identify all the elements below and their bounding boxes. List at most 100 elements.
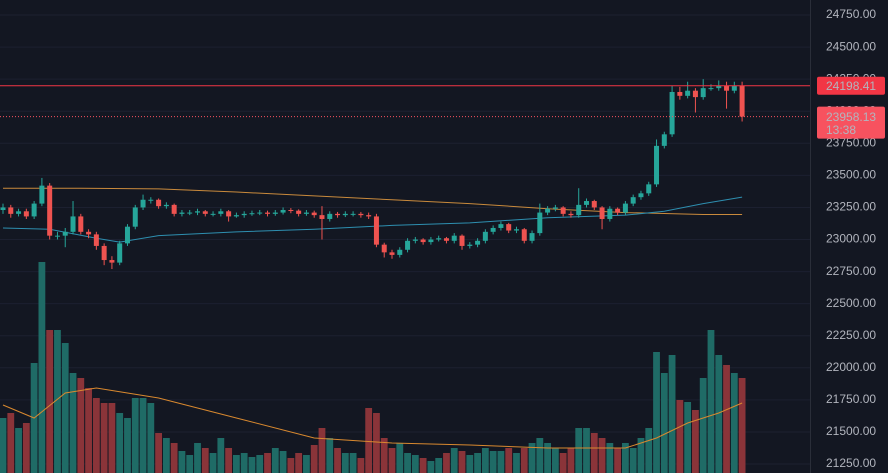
volume-bar [326,438,334,473]
volume-bar [124,418,131,473]
candle-body [303,212,309,214]
candle-body [654,145,660,185]
candle-body [451,235,457,241]
volume-bar [147,403,155,473]
candle-body [420,239,426,243]
volume-bar [108,403,116,473]
volume-bar [489,451,497,473]
volume-bar [279,451,287,473]
candle-body [568,213,574,216]
volume-bar [606,443,614,473]
volume-bar [131,398,139,473]
volume-bar [723,365,730,473]
candle-body [405,240,411,250]
volume-bar [85,388,92,473]
candle-body [443,238,449,241]
candle-body [86,231,92,235]
candle-body [195,211,200,213]
volume-bar [357,458,365,473]
volume-bar [194,443,201,473]
volume-bar [54,330,61,473]
candle-body [739,85,745,117]
y-tick-label: 21750.00 [826,392,876,406]
candle-body [708,88,714,90]
volume-bar [248,457,256,473]
candle-body [31,203,37,217]
volume-bar [116,413,124,473]
candle-body [226,211,232,217]
volume-bar [466,455,474,473]
candle-body [156,199,162,207]
candle-body [724,85,730,91]
volume-bar [225,448,233,473]
volume-bar [61,343,69,473]
candle-body [475,240,481,245]
volume-bar [575,428,583,473]
candle-body [233,215,239,217]
volume-bar [318,428,326,473]
candle-body [101,245,107,261]
candle-body [78,216,84,232]
candle-body [622,203,628,213]
candle-body [288,210,294,212]
volume-bar [567,448,575,473]
volume-bar [170,443,178,473]
volume-bar [46,330,54,473]
candle-body [39,185,45,204]
candle-body [202,211,208,214]
volume-bar [217,438,225,473]
candle-body [342,213,348,216]
candle-body [171,204,177,214]
volume-bar [559,453,567,473]
candle-body [319,215,325,219]
volume-bar [365,408,373,473]
volume-bar [450,448,458,473]
candle-body [311,212,317,216]
candle-body [560,207,566,214]
volume-ma [2,387,743,449]
volume-bar [481,448,489,473]
candle-body [661,134,667,146]
candle-body [179,212,185,214]
candle-body [249,213,255,215]
candle-body [545,208,551,213]
candle-body [482,231,488,241]
candle-body [498,224,504,228]
candle-body [327,213,333,219]
candle-body [0,207,6,211]
volume-bar [427,461,435,473]
volume-bar [738,378,746,473]
candle-body [412,239,418,241]
volume-bar [209,453,217,473]
candle-body [490,227,496,232]
volume-bar [544,443,551,473]
volume-bar [388,448,396,473]
y-tick-label: 23000.00 [826,232,876,246]
volume-bar [497,451,505,473]
candle-body [8,207,14,214]
volume-bar [380,438,388,473]
volume-bar [186,455,194,473]
y-tick-label: 24750.00 [826,7,876,21]
volume-bar [303,455,310,473]
y-tick-label: 23500.00 [826,168,876,182]
candle-body [677,91,683,96]
volume-bar [458,451,466,473]
volume-bar [404,453,411,473]
last-price-label: 23958.13 [826,110,876,124]
volume-bar [668,355,676,473]
volume-bar [676,400,684,473]
candle-body [47,185,53,236]
volume-bar [271,448,279,473]
candle-body [93,234,99,246]
volume-bar [730,373,738,473]
candle-body [265,212,271,214]
candle-body [552,207,558,209]
volume-bar [443,453,450,473]
candle-body [140,199,146,208]
volume-bar [513,453,520,473]
countdown-label: 13:38 [826,123,856,137]
volume-bar [100,403,108,473]
volume-bar [660,373,668,473]
y-tick-label: 21500.00 [826,424,876,438]
